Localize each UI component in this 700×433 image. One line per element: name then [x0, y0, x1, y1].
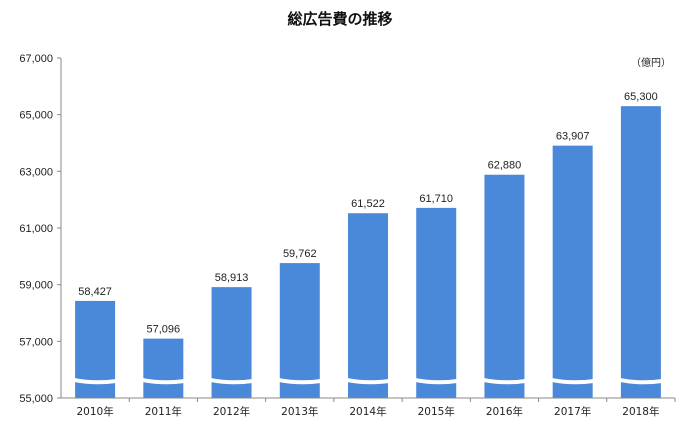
data-label: 62,880	[488, 160, 522, 172]
y-tick-label: 61,000	[19, 223, 53, 235]
axis-break-mark	[210, 378, 253, 385]
bar	[484, 174, 525, 398]
bar	[416, 207, 457, 398]
data-label: 61,710	[419, 193, 453, 205]
y-tick-label: 57,000	[19, 336, 53, 348]
axis-break-mark	[415, 378, 458, 385]
x-tick-label: 2018年	[622, 405, 659, 418]
axis-break-mark	[142, 378, 185, 385]
bar	[348, 213, 388, 398]
x-tick-label: 2011年	[145, 405, 182, 418]
data-label: 59,762	[283, 248, 317, 260]
bar	[620, 106, 661, 399]
bar	[143, 338, 184, 398]
x-tick-label: 2012年	[213, 405, 250, 418]
y-tick-label: 63,000	[19, 166, 53, 178]
y-tick-label: 55,000	[19, 393, 53, 405]
x-tick-label: 2014年	[349, 405, 386, 418]
x-axis: 2010年 2011年 2012年 2013年 2014年 2015年 2016年 2017年…	[61, 397, 676, 418]
axis-break-mark	[347, 378, 389, 385]
bars: 58,427 57,096 58,913 59,762 61,522 61,710 62,8…	[74, 91, 662, 399]
y-tick-label: 67,000	[19, 53, 53, 65]
data-label: 65,300	[624, 91, 658, 103]
data-label: 58,427	[78, 286, 112, 298]
data-label: 57,096	[147, 324, 181, 336]
data-label: 63,907	[556, 131, 590, 143]
y-axis: 55,000 57,000 59,000 61,000 63,000 65,000 67,0…	[19, 53, 62, 405]
axis-break-mark	[74, 378, 117, 385]
axis-break-mark	[619, 378, 662, 385]
bar	[279, 263, 320, 398]
y-tick-label: 59,000	[19, 280, 53, 292]
chart-title: 総広告費の推移	[287, 10, 392, 28]
data-label: 61,522	[351, 198, 385, 210]
x-tick-label: 2013年	[281, 405, 318, 418]
axis-break-mark	[278, 378, 321, 385]
x-tick-label: 2010年	[76, 405, 113, 418]
x-tick-label: 2017年	[554, 405, 591, 418]
y-tick-label: 65,000	[19, 110, 53, 122]
axis-break-mark	[483, 378, 526, 385]
x-tick-label: 2015年	[418, 405, 455, 418]
bar	[552, 145, 593, 398]
x-tick-label: 2016年	[486, 405, 523, 418]
axis-break-mark	[551, 378, 594, 385]
data-label: 58,913	[215, 272, 249, 284]
unit-label: （億円）	[631, 56, 671, 69]
